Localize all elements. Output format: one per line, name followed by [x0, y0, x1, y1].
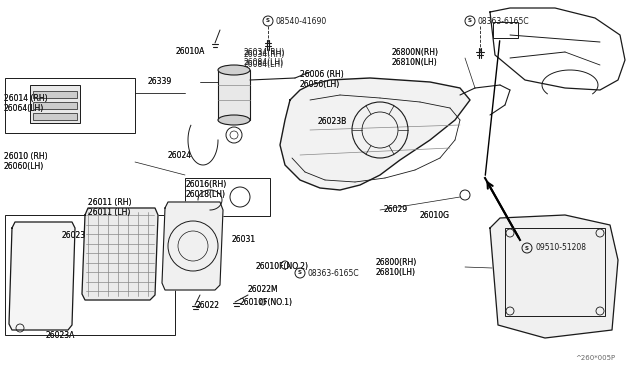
Text: ^260*005P: ^260*005P [575, 355, 615, 361]
Text: 26031: 26031 [232, 235, 256, 244]
Text: 26339: 26339 [148, 77, 172, 87]
Text: 26023A: 26023A [45, 330, 74, 340]
Text: 26022M: 26022M [248, 285, 278, 295]
Text: 26800(RH): 26800(RH) [375, 257, 416, 266]
Bar [493, 22, 518, 38]
Polygon shape [162, 202, 223, 290]
Bar [33, 113, 77, 120]
Text: 26056(LH): 26056(LH) [300, 80, 340, 89]
Text: 26810N(LH): 26810N(LH) [392, 58, 438, 67]
Text: 26010G: 26010G [420, 211, 450, 219]
Text: S: S [525, 246, 529, 250]
Polygon shape [9, 222, 75, 330]
Text: S: S [298, 270, 302, 276]
Text: 26084(LH): 26084(LH) [244, 58, 284, 67]
Text: 26024: 26024 [168, 151, 192, 160]
Text: 26018(LH): 26018(LH) [185, 190, 225, 199]
Ellipse shape [218, 115, 250, 125]
Text: 26010 (RH): 26010 (RH) [4, 153, 47, 161]
Text: 26010F(NO.2): 26010F(NO.2) [255, 263, 308, 272]
Text: 08363-6165C: 08363-6165C [478, 16, 530, 26]
Text: 26029: 26029 [384, 205, 408, 215]
Text: 26010F(NO.2): 26010F(NO.2) [255, 263, 308, 272]
Text: 26011 (RH): 26011 (RH) [88, 198, 131, 206]
Text: S: S [468, 19, 472, 23]
Text: 26014 (RH): 26014 (RH) [4, 93, 47, 103]
Bar [30, 85, 80, 123]
Text: 26010F(NO.1): 26010F(NO.1) [240, 298, 293, 307]
Text: 26011 (LH): 26011 (LH) [88, 208, 131, 217]
Text: 26010F(NO.1): 26010F(NO.1) [240, 298, 293, 307]
Text: 26084(LH): 26084(LH) [244, 61, 284, 70]
Bar [185, 178, 270, 216]
Text: 26810N(LH): 26810N(LH) [392, 58, 438, 67]
Text: 26339: 26339 [148, 77, 172, 87]
Polygon shape [82, 208, 158, 300]
Text: 26023B: 26023B [318, 116, 348, 125]
Text: 26810(LH): 26810(LH) [375, 267, 415, 276]
Bar [505, 228, 605, 316]
Text: 26023A: 26023A [45, 330, 74, 340]
Text: 26023B: 26023B [318, 116, 348, 125]
Bar [33, 91, 77, 98]
Text: 26800(RH): 26800(RH) [375, 257, 416, 266]
Text: 26010A: 26010A [175, 48, 204, 57]
Text: 26010A: 26010A [175, 48, 204, 57]
Text: 26034(RH): 26034(RH) [244, 48, 285, 57]
Text: 26029: 26029 [384, 205, 408, 215]
Bar [5, 215, 175, 335]
Text: 26022: 26022 [195, 301, 219, 310]
Text: 09510-51208: 09510-51208 [535, 244, 586, 253]
Text: 26024: 26024 [168, 151, 192, 160]
Text: 08540-41690: 08540-41690 [276, 16, 327, 26]
Bar [33, 102, 77, 109]
Text: 26022M: 26022M [248, 285, 278, 295]
Text: 26022: 26022 [195, 301, 219, 310]
Text: 26016(RH): 26016(RH) [185, 180, 227, 189]
Text: 26023: 26023 [62, 231, 86, 240]
Text: 26060(LH): 26060(LH) [4, 163, 44, 171]
Text: 26006 (RH): 26006 (RH) [300, 70, 344, 78]
Text: 26800N(RH): 26800N(RH) [392, 48, 439, 57]
Text: 26023: 26023 [62, 231, 86, 240]
Polygon shape [490, 215, 618, 338]
Polygon shape [280, 78, 470, 190]
Text: 26064(LH): 26064(LH) [4, 103, 44, 112]
Text: 26800N(RH): 26800N(RH) [392, 48, 439, 57]
Text: 26056(LH): 26056(LH) [300, 80, 340, 89]
Text: 26810(LH): 26810(LH) [375, 267, 415, 276]
Text: 26006 (RH): 26006 (RH) [300, 70, 344, 78]
Ellipse shape [218, 65, 250, 75]
Text: 26014 (RH): 26014 (RH) [4, 93, 47, 103]
Bar [218, 70, 250, 120]
Text: 26011 (RH): 26011 (RH) [88, 198, 131, 206]
Text: 26010 (RH): 26010 (RH) [4, 153, 47, 161]
Text: 08363-6165C: 08363-6165C [308, 269, 360, 278]
Text: 26031: 26031 [232, 235, 256, 244]
Bar [5, 78, 135, 133]
Text: 26064(LH): 26064(LH) [4, 103, 44, 112]
Text: 26016(RH): 26016(RH) [185, 180, 227, 189]
Text: 26010G: 26010G [420, 211, 450, 219]
Text: 26034(RH): 26034(RH) [244, 51, 285, 60]
Text: S: S [266, 19, 270, 23]
Text: 26011 (LH): 26011 (LH) [88, 208, 131, 217]
Text: 26018(LH): 26018(LH) [185, 190, 225, 199]
Text: 26060(LH): 26060(LH) [4, 163, 44, 171]
